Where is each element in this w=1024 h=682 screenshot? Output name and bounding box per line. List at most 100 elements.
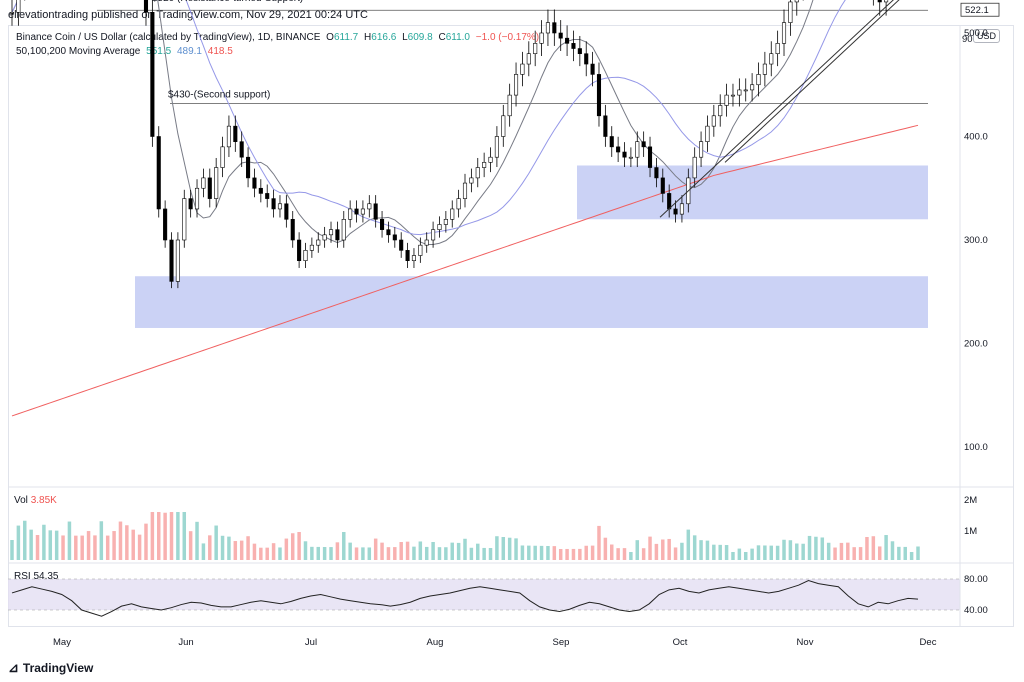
candle-body bbox=[737, 89, 742, 96]
candle-body bbox=[169, 239, 174, 282]
rsi-tick: 80.00 bbox=[964, 574, 988, 585]
candle-body bbox=[309, 244, 314, 251]
candle-body bbox=[781, 22, 787, 44]
time-tick-jul: Jul bbox=[305, 637, 317, 648]
volume-value: 3.85K bbox=[30, 495, 57, 506]
candle-body bbox=[488, 156, 493, 163]
volume-bar bbox=[144, 523, 148, 560]
volume-bar bbox=[412, 546, 416, 560]
candle-body bbox=[258, 187, 263, 194]
candle-body bbox=[718, 105, 723, 117]
volume-bar bbox=[463, 538, 467, 560]
candle-body bbox=[884, 0, 889, 3]
volume-bar bbox=[335, 542, 340, 560]
ma-legend: 50,100,200 Moving Average 551.5 489.1 41… bbox=[16, 46, 233, 57]
volume-bar bbox=[444, 547, 448, 560]
close-value: 611.0 bbox=[445, 32, 470, 43]
candle-body bbox=[603, 115, 608, 137]
candle-body bbox=[590, 63, 595, 75]
volume-bar bbox=[42, 524, 46, 560]
volume-bar bbox=[897, 546, 901, 560]
volume-tick: 1M bbox=[964, 526, 977, 537]
candle-body bbox=[226, 125, 231, 148]
volume-bar bbox=[431, 542, 435, 560]
volume-bar bbox=[74, 535, 78, 560]
volume-bar bbox=[227, 536, 231, 560]
candle-body bbox=[354, 208, 359, 215]
volume-bar bbox=[705, 540, 710, 560]
volume-bar bbox=[157, 512, 161, 560]
time-tick-dec: Dec bbox=[920, 637, 937, 648]
volume-bar bbox=[622, 548, 627, 560]
candle-body bbox=[297, 239, 302, 262]
price-tick: 500.0 bbox=[964, 28, 988, 39]
candle-body bbox=[386, 229, 391, 236]
currency-badge[interactable]: USD bbox=[973, 29, 1001, 43]
volume-bar bbox=[252, 543, 257, 560]
volume-bar bbox=[635, 540, 640, 560]
volume-bar bbox=[877, 546, 882, 560]
candle-body bbox=[456, 198, 461, 210]
candle-body bbox=[635, 141, 640, 158]
volume-bar bbox=[533, 545, 537, 560]
candle-body bbox=[628, 156, 633, 159]
volume-bar bbox=[724, 545, 729, 560]
volume-bar bbox=[233, 541, 238, 560]
candle-body bbox=[335, 229, 340, 241]
candle-body bbox=[373, 203, 378, 220]
rsi-legend: RSI 54.35 bbox=[14, 571, 58, 582]
volume-bar bbox=[814, 536, 818, 560]
zone-1 bbox=[135, 276, 928, 328]
tradingview-logo[interactable]: ⊿ TradingView bbox=[8, 660, 93, 676]
volume-bar bbox=[482, 547, 486, 560]
price-tick: 300.0 bbox=[964, 235, 988, 246]
volume-bar bbox=[712, 544, 716, 560]
volume-bar bbox=[399, 542, 403, 560]
volume-bar bbox=[469, 547, 474, 560]
volume-bar bbox=[852, 547, 856, 560]
candle-body bbox=[443, 219, 448, 225]
candle-body bbox=[316, 239, 321, 246]
volume-bar bbox=[865, 537, 869, 560]
volume-label: Vol bbox=[14, 495, 28, 506]
volume-bar bbox=[380, 542, 384, 560]
volume-bar bbox=[322, 547, 327, 560]
price-tick-top: 90 bbox=[962, 34, 973, 45]
volume-bar bbox=[303, 541, 308, 560]
candle-body bbox=[462, 182, 468, 199]
candle-body bbox=[411, 255, 417, 261]
volume-bar bbox=[769, 545, 773, 560]
volume-bar bbox=[125, 525, 129, 560]
time-tick-nov: Nov bbox=[797, 637, 814, 648]
candle-body bbox=[450, 208, 455, 220]
candle-body bbox=[265, 193, 270, 199]
volume-bar bbox=[329, 547, 333, 560]
volume-bar bbox=[661, 539, 665, 560]
volume-bar bbox=[571, 548, 576, 560]
ma100-line bbox=[11, 0, 846, 236]
candle-body bbox=[418, 244, 423, 256]
ma200-line bbox=[11, 124, 919, 417]
volume-bar bbox=[903, 546, 907, 560]
tv-logo-icon: ⊿ bbox=[8, 660, 19, 675]
trendline-1 bbox=[659, 0, 894, 218]
candle-body bbox=[775, 43, 780, 54]
candle-body bbox=[622, 151, 627, 158]
volume-bar bbox=[424, 546, 429, 560]
candle-body bbox=[660, 177, 665, 194]
volume-bar bbox=[826, 542, 831, 560]
volume-bar bbox=[782, 539, 786, 560]
ma-title: 50,100,200 Moving Average bbox=[16, 46, 141, 57]
volume-bar bbox=[367, 547, 372, 560]
badge-522: 522.1 bbox=[965, 5, 989, 16]
volume-bar bbox=[182, 512, 187, 560]
candle-body bbox=[571, 43, 576, 49]
time-tick-sep: Sep bbox=[553, 637, 570, 648]
symbol-title: Binance Coin / US Dollar (calculated by … bbox=[16, 32, 321, 43]
candle-body bbox=[641, 141, 646, 148]
volume-tick: 2M bbox=[964, 495, 977, 506]
volume-bar bbox=[150, 512, 155, 560]
candle-body bbox=[405, 250, 410, 262]
volume-bar bbox=[195, 521, 199, 560]
